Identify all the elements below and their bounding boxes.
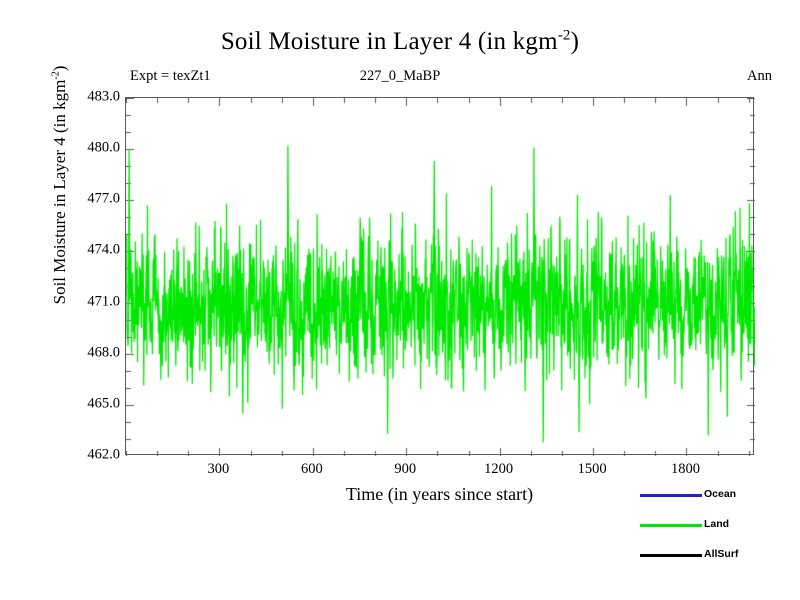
annual-label: Ann — [747, 68, 772, 84]
y-axis-tick-label: 483.0 — [87, 88, 120, 105]
y-axis-tick-label: 480.0 — [87, 139, 120, 156]
y-axis-tick-label: 462.0 — [87, 446, 120, 463]
y-axis-tick-label: 477.0 — [87, 190, 120, 207]
legend-label: Land — [704, 518, 730, 530]
y-axis-title-tail: ) — [50, 65, 69, 72]
y-axis-tick-label: 468.0 — [87, 344, 120, 361]
x-axis-tick-label: 300 — [207, 461, 230, 477]
y-axis-tick-label: 465.0 — [87, 395, 120, 412]
y-axis-tick-label: 474.0 — [87, 241, 120, 258]
experiment-label: Expt = texZt1 — [130, 68, 211, 84]
x-axis-tick-label: 1800 — [670, 461, 700, 477]
x-axis-tick-label: 1500 — [577, 461, 607, 477]
x-axis-tick-label: 1200 — [484, 461, 514, 477]
chart-subtitle: 227_0_MaBP — [359, 68, 441, 84]
chart-title: Soil Moisture in Layer 4 (in kgm-2) — [0, 28, 800, 56]
chart-legend: Ocean Land AllSurf — [640, 488, 790, 568]
y-axis-tick-labels: 483.0 480.0 477.0 474.0 471.0 468.0 465.0 462.0 — [58, 89, 120, 463]
y-axis-title-exponent: -2 — [50, 71, 62, 80]
chart-title-main: Soil Moisture in Layer 4 (in kgm — [220, 28, 558, 55]
plot-area — [125, 97, 755, 456]
x-axis-tick-label: 900 — [394, 461, 417, 477]
data-plot-canvas — [126, 98, 755, 456]
legend-entry-land[interactable]: Land — [640, 518, 790, 532]
legend-label: AllSurf — [704, 548, 739, 560]
x-axis-tick-label: 600 — [300, 461, 323, 477]
legend-label: Ocean — [704, 488, 737, 500]
chart-title-tail: ) — [570, 28, 580, 55]
x-axis-tick-labels: 300 600 900 1200 1500 1800 — [125, 461, 754, 483]
y-axis-tick-label: 471.0 — [87, 293, 120, 310]
legend-swatch-land — [640, 524, 702, 527]
legend-swatch-ocean — [640, 494, 702, 497]
legend-entry-allsurf[interactable]: AllSurf — [640, 548, 790, 562]
legend-entry-ocean[interactable]: Ocean — [640, 488, 790, 502]
x-axis-title: Time (in years since start) — [345, 484, 534, 504]
legend-swatch-allsurf — [640, 554, 702, 557]
chart-title-exponent: -2 — [557, 27, 571, 44]
